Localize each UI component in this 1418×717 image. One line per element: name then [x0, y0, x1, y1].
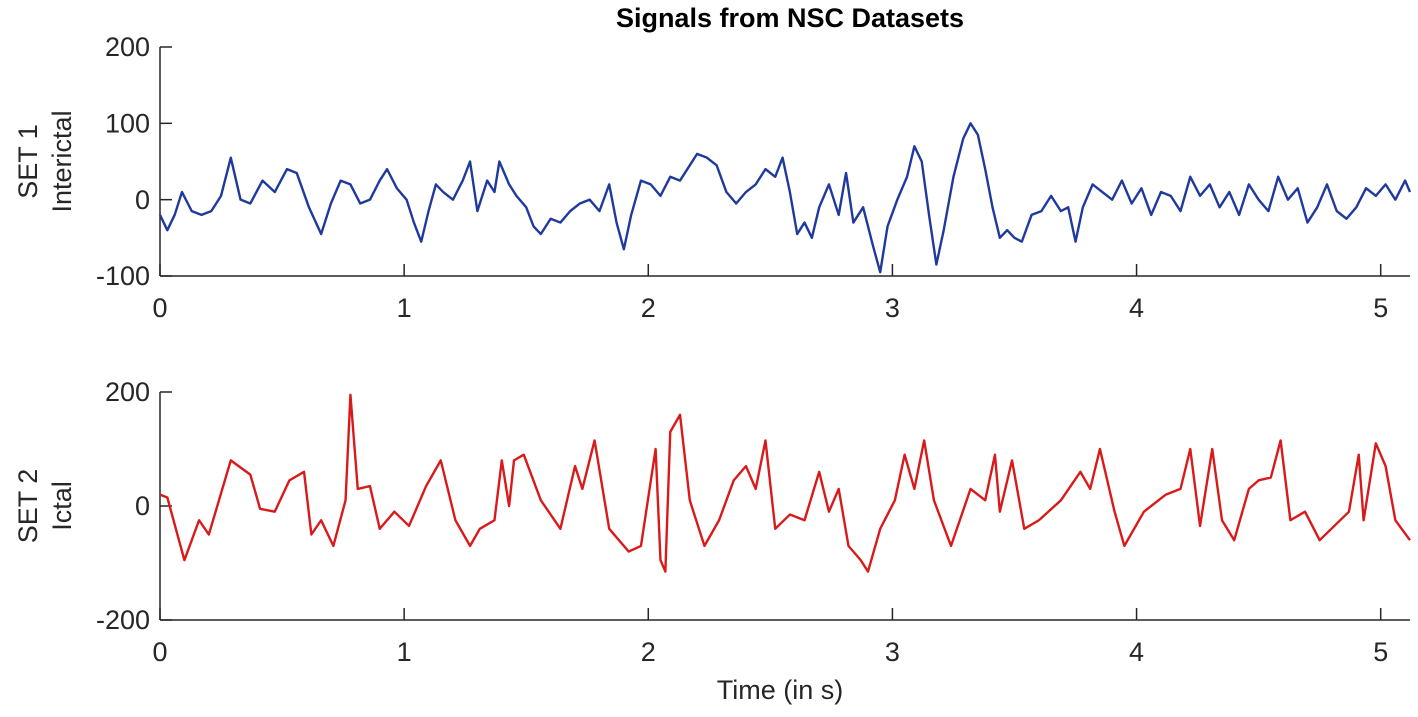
x-tick-label: 5 [1373, 637, 1388, 667]
x-tick-label: 4 [1129, 637, 1144, 667]
y-tick-label: 100 [105, 108, 150, 138]
x-tick-label: 1 [397, 637, 412, 667]
x-tick-label: 0 [152, 637, 167, 667]
x-tick-label: 3 [885, 637, 900, 667]
x-tick-label: 5 [1373, 293, 1388, 323]
y-axis-label: Ictal [47, 481, 77, 531]
y-tick-label: -200 [96, 605, 150, 635]
x-tick-label: 4 [1129, 293, 1144, 323]
y-axis-label: Interictal [47, 110, 77, 212]
y-tick-label: 0 [135, 185, 150, 215]
y-tick-label: 200 [105, 377, 150, 407]
x-tick-label: 2 [641, 293, 656, 323]
x-tick-label: 1 [397, 293, 412, 323]
x-tick-label: 3 [885, 293, 900, 323]
x-tick-label: 2 [641, 637, 656, 667]
y-tick-label: 0 [135, 491, 150, 521]
signal-line [159, 393, 1411, 573]
x-axis-label: Time (in s) [717, 675, 844, 705]
chart-title: Signals from NSC Datasets [616, 3, 964, 33]
signal-line [158, 122, 1412, 274]
y-axis-label: SET 1 [13, 124, 43, 199]
y-tick-label: 200 [105, 32, 150, 62]
x-tick-label: 0 [152, 293, 167, 323]
y-axis-label: SET 2 [13, 469, 43, 544]
y-tick-label: -100 [96, 261, 150, 291]
